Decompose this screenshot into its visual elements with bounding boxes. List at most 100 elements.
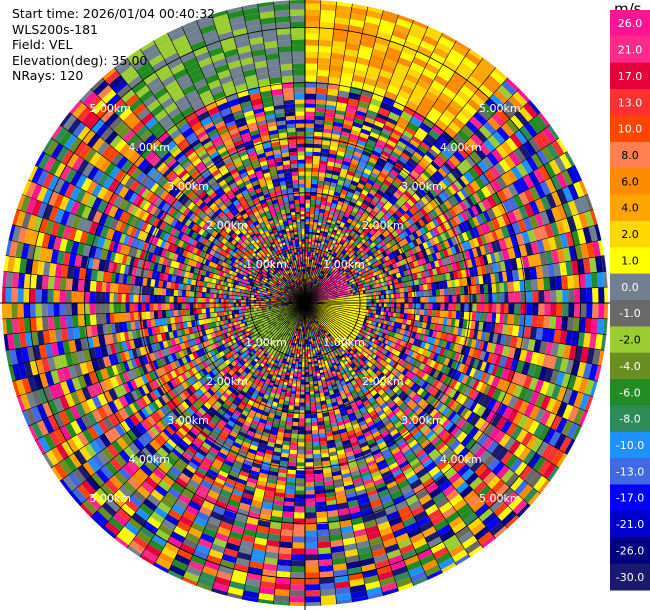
gate-cell <box>585 317 593 334</box>
gate-cell <box>391 307 394 313</box>
gate-cell <box>343 156 352 163</box>
gate-cell <box>366 306 369 310</box>
gate-cell <box>305 596 321 603</box>
gate-cell <box>415 290 421 298</box>
gate-cell <box>368 303 372 307</box>
gate-cell <box>499 313 505 324</box>
gate-cell <box>305 183 312 188</box>
gate-cell <box>331 231 337 236</box>
gate-cell <box>296 386 301 390</box>
gate-cell <box>514 303 521 315</box>
gate-cell <box>354 62 369 72</box>
gate-cell <box>444 295 449 303</box>
gate-cell <box>331 133 341 140</box>
gate-cell <box>320 200 327 206</box>
gate-cell <box>279 541 293 549</box>
gate-cell <box>381 13 398 24</box>
gate-cell <box>325 169 334 175</box>
gate-cell <box>543 277 551 291</box>
gate-cell <box>309 214 315 217</box>
gate-cell <box>322 236 327 240</box>
gate-cell <box>310 199 316 204</box>
gate-cell <box>531 278 539 292</box>
gate-cell <box>309 384 314 387</box>
gate-cell <box>309 379 314 382</box>
gate-cell <box>525 279 533 292</box>
gate-cell <box>312 283 315 287</box>
gate-cell <box>464 294 469 303</box>
gate-cell <box>383 307 387 312</box>
gate-cell <box>324 112 335 118</box>
gate-cell <box>318 238 323 242</box>
gate-cell <box>357 100 370 110</box>
gate-cell <box>393 68 408 79</box>
gate-cell <box>273 594 290 603</box>
gate-cell <box>310 249 314 253</box>
gate-cell <box>431 289 437 297</box>
gate-cell <box>305 554 319 561</box>
gate-cell <box>368 299 372 303</box>
gate-cell <box>295 394 301 399</box>
gate-cell <box>350 180 359 187</box>
gate-cell <box>311 175 319 181</box>
gate-cell <box>313 249 317 253</box>
gate-cell <box>317 547 332 555</box>
gate-cell <box>319 27 334 35</box>
gate-cell <box>305 398 311 403</box>
gate-cell <box>296 458 305 463</box>
gate-cell <box>280 529 294 537</box>
gate-cell <box>305 226 309 230</box>
gate-cell <box>326 221 331 226</box>
gate-cell <box>305 578 320 585</box>
gate-cell <box>305 402 311 407</box>
gate-cell <box>309 219 314 222</box>
gate-cell <box>313 278 316 282</box>
gate-cell <box>316 523 329 531</box>
gate-cell <box>308 239 312 242</box>
gate-cell <box>300 384 305 388</box>
gate-cell <box>305 223 310 227</box>
gate-cell <box>299 410 305 415</box>
gate-cell <box>550 289 557 303</box>
gate-cell <box>427 289 433 297</box>
gate-cell <box>301 376 305 380</box>
gate-cell <box>388 294 392 299</box>
gate-cell <box>305 115 315 120</box>
gate-cell <box>333 166 342 173</box>
gate-cell <box>305 512 317 519</box>
gate-cell <box>508 303 515 314</box>
gate-cell <box>371 92 385 102</box>
gate-cell <box>365 71 379 81</box>
gate-cell <box>371 295 374 300</box>
gate-cell <box>317 421 325 426</box>
gate-cell <box>305 536 318 543</box>
gate-cell <box>308 361 312 365</box>
gate-cell <box>440 295 445 303</box>
gate-cell <box>531 314 539 328</box>
gate-cell <box>459 286 465 295</box>
gate-cell <box>292 413 300 419</box>
gate-cell <box>330 52 345 61</box>
gate-cell <box>298 364 302 367</box>
gate-cell <box>464 303 469 312</box>
gate-cell <box>319 160 328 166</box>
gate-cell <box>315 252 319 256</box>
gate-cell <box>507 313 515 325</box>
gate-cell <box>312 449 321 455</box>
gate-cell <box>315 93 327 101</box>
gate-cell <box>311 183 318 189</box>
gate-cell <box>305 155 313 160</box>
gate-cell <box>325 237 330 241</box>
gate-cell <box>305 384 310 388</box>
gate-cell <box>305 234 309 237</box>
gate-cell <box>393 298 397 303</box>
gate-cell <box>331 220 336 225</box>
gate-cell <box>305 482 315 487</box>
gate-cell <box>305 584 320 591</box>
gate-cell <box>373 306 377 311</box>
gate-cell <box>326 219 332 224</box>
gate-cell <box>568 288 575 303</box>
gate-cell <box>412 297 417 303</box>
gate-cell <box>361 124 373 132</box>
gate-cell <box>305 103 316 108</box>
